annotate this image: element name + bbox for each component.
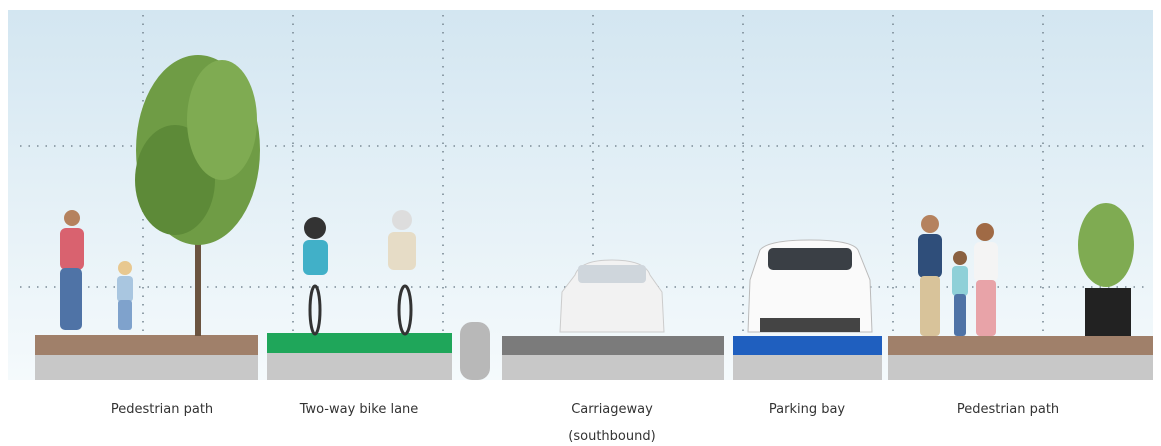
planter (1078, 203, 1134, 336)
label: Parking bay (769, 402, 846, 417)
tree (135, 55, 260, 336)
label: Two-way bike lane (299, 402, 419, 417)
label: Pedestrian path (957, 402, 1059, 417)
label: Carriageway (571, 402, 653, 417)
cyclists (303, 210, 416, 336)
car-parking (747, 239, 873, 333)
car-carriageway (559, 259, 665, 333)
pedestrians-right (918, 215, 998, 336)
ground (35, 322, 1153, 380)
label: Pedestrian path (111, 402, 213, 417)
pedestrians-left (60, 210, 133, 330)
label: (southbound) (568, 429, 655, 444)
labels: Pedestrian path Two-way bike lane Carria… (111, 402, 1059, 444)
